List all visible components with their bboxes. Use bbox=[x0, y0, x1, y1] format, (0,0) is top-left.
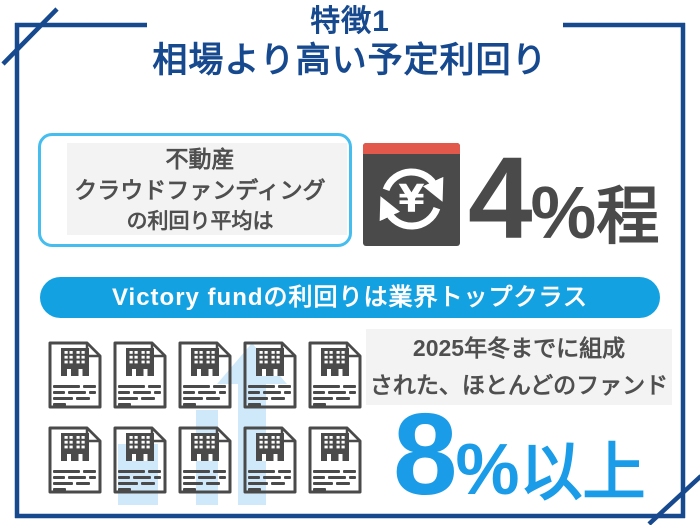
fund-rate-percent: % bbox=[455, 430, 520, 510]
title-line-2: 相場より高い予定利回り bbox=[152, 41, 548, 80]
document-text-lines bbox=[53, 385, 96, 406]
yen-symbol: ¥ bbox=[398, 177, 424, 221]
fund-document-icon bbox=[48, 426, 102, 494]
fund-document-icon bbox=[113, 341, 167, 409]
market-rate-number: 4 bbox=[468, 133, 533, 263]
fund-document-icon bbox=[308, 426, 362, 494]
building-icon bbox=[256, 433, 284, 461]
document-text-lines bbox=[183, 385, 226, 406]
building-icon bbox=[61, 348, 89, 376]
fund-document-icon bbox=[243, 341, 297, 409]
fund-note: 2025年冬までに組成 された、ほとんどのファンド bbox=[366, 329, 672, 405]
market-box-gray-band bbox=[67, 143, 347, 235]
fund-rate-number: 8 bbox=[393, 389, 458, 519]
document-text-lines bbox=[118, 385, 161, 406]
market-rate-suffix: 程 bbox=[596, 182, 660, 252]
yen-cycle-arrows: ¥ bbox=[379, 168, 444, 230]
victory-fund-banner: Victory fundの利回りは業界トップクラス bbox=[40, 277, 660, 318]
market-average-box: 不動産 クラウドファンディング の利回り平均は bbox=[38, 133, 352, 247]
building-icon bbox=[126, 348, 154, 376]
fund-rate: 8 % 以上 bbox=[393, 396, 646, 512]
building-icon bbox=[321, 348, 349, 376]
building-icon bbox=[321, 433, 349, 461]
building-icon bbox=[61, 433, 89, 461]
market-box-line-2: クラウドファンディング bbox=[74, 176, 326, 203]
title-line-1: 特徴1 bbox=[310, 5, 390, 38]
fund-document-icon bbox=[48, 341, 102, 409]
document-text-lines bbox=[183, 470, 226, 491]
fund-document-icon bbox=[308, 341, 362, 409]
growth-arrow-decoration bbox=[217, 343, 287, 505]
market-box-line-3: の利回り平均は bbox=[126, 209, 274, 233]
market-rate-percent: % bbox=[530, 171, 597, 254]
building-icon bbox=[256, 348, 284, 376]
fund-note-line-2: された、ほとんどのファンド bbox=[369, 372, 669, 398]
market-box-line-1: 不動産 bbox=[165, 145, 235, 172]
fund-rate-suffix: 以上 bbox=[519, 438, 646, 508]
fund-document-icon bbox=[243, 426, 297, 494]
fund-note-line-1: 2025年冬までに組成 bbox=[412, 335, 626, 361]
document-text-lines bbox=[313, 470, 356, 491]
document-text-lines bbox=[248, 385, 291, 406]
document-text-lines bbox=[53, 470, 96, 491]
yen-icon-red-bar bbox=[363, 143, 460, 154]
document-text-lines bbox=[313, 385, 356, 406]
building-icon bbox=[126, 433, 154, 461]
documents-grid bbox=[47, 340, 363, 495]
fund-document-icon bbox=[113, 426, 167, 494]
building-icon bbox=[191, 433, 219, 461]
document-text-lines bbox=[248, 470, 291, 491]
yen-cycle-icon: ¥ bbox=[363, 143, 460, 246]
market-box-text: 不動産 クラウドファンディング の利回り平均は bbox=[41, 136, 349, 244]
fund-document-icon bbox=[178, 426, 232, 494]
market-rate: 4 % 程 bbox=[468, 140, 659, 256]
building-icon bbox=[191, 348, 219, 376]
page-title: 特徴1 相場より高い予定利回り bbox=[0, 3, 700, 81]
document-text-lines bbox=[118, 470, 161, 491]
fund-document-icon bbox=[178, 341, 232, 409]
